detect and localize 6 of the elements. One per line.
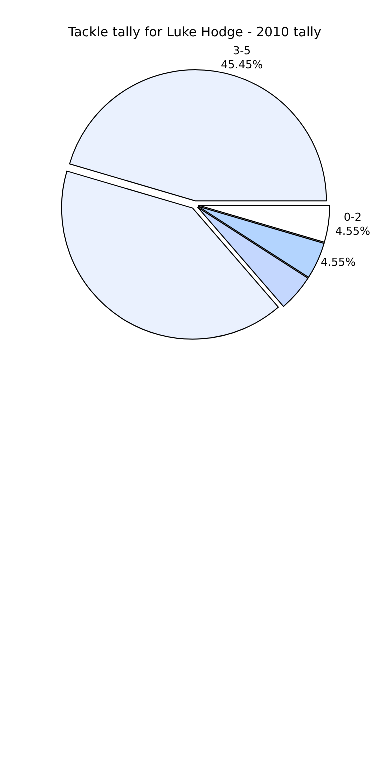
data-label: 45.45% <box>221 58 264 72</box>
data-label: 4.55% <box>335 225 370 238</box>
chart-title: Tackle tally for Luke Hodge - 2010 tally <box>67 25 322 40</box>
data-label: 4.55% <box>321 256 356 269</box>
slice-label: 0-2 <box>344 210 362 224</box>
slice-label: 3-5 <box>233 44 252 58</box>
